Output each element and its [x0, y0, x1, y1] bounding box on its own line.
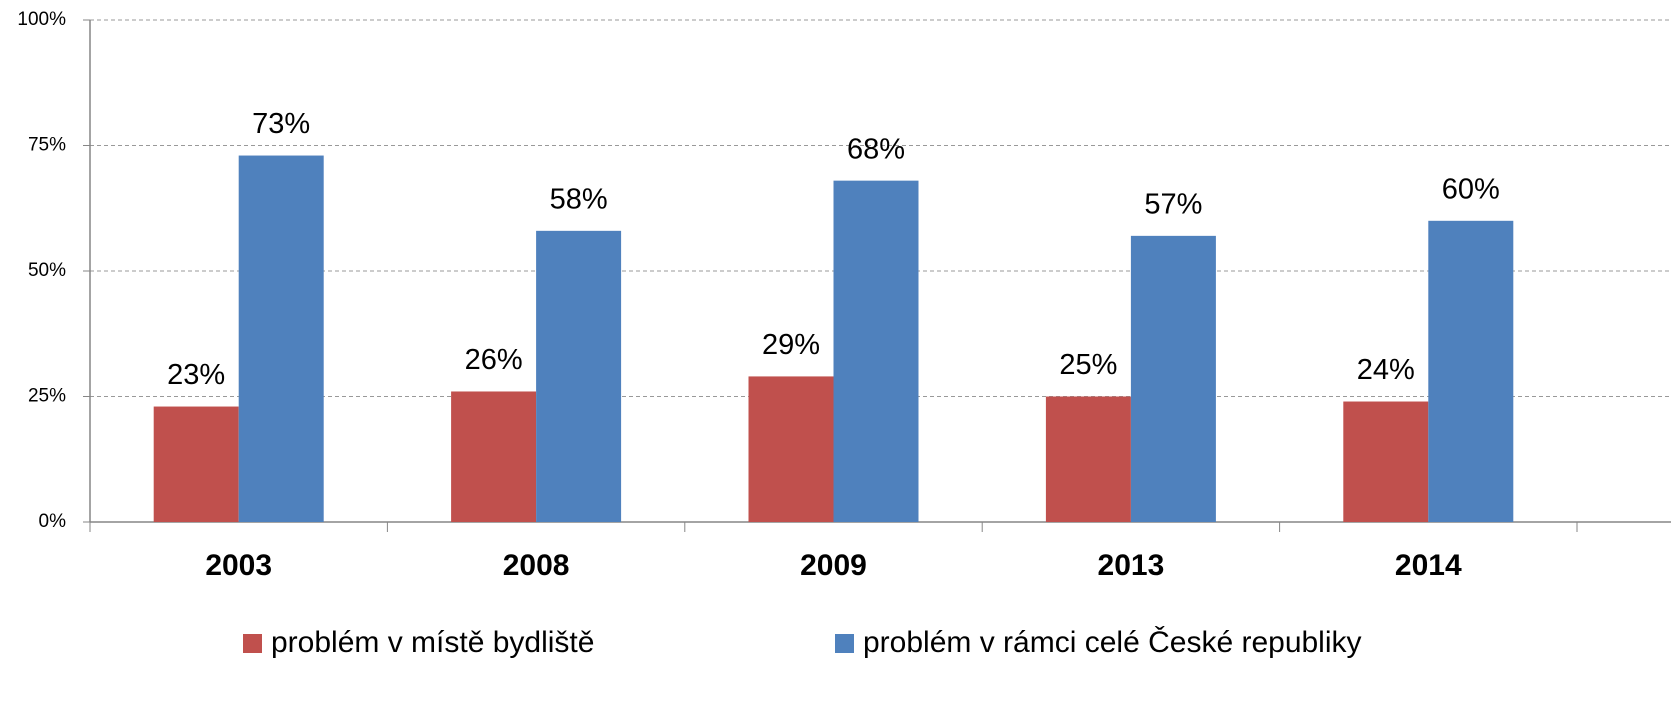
bar	[833, 180, 919, 522]
bar	[1428, 220, 1514, 523]
bar	[153, 406, 239, 522]
legend-label: problém v rámci celé České republiky	[863, 625, 1362, 659]
bar	[536, 230, 622, 522]
legend-swatch	[835, 634, 854, 653]
data-label: 23%	[167, 359, 225, 391]
x-tick-label: 2003	[205, 549, 272, 582]
x-tick-label: 2014	[1395, 549, 1462, 582]
data-label: 57%	[1144, 189, 1202, 221]
data-label: 29%	[762, 329, 820, 361]
bar	[1045, 396, 1131, 522]
data-label: 25%	[1059, 349, 1117, 381]
y-tick-label: 50%	[28, 260, 66, 281]
x-tick-label: 2008	[503, 549, 570, 582]
data-label: 68%	[847, 133, 905, 165]
y-tick-label: 0%	[39, 511, 67, 532]
data-label: 24%	[1357, 354, 1415, 386]
bar	[238, 155, 324, 523]
legend-label: problém v místě bydliště	[271, 626, 594, 659]
data-label: 73%	[252, 108, 310, 140]
bar	[1130, 235, 1216, 523]
y-tick-label: 75%	[28, 135, 66, 156]
legend-swatch	[243, 634, 262, 653]
x-tick-label: 2013	[1098, 549, 1165, 582]
bar	[451, 391, 537, 522]
data-label: 26%	[465, 344, 523, 376]
data-label: 58%	[550, 183, 608, 215]
y-tick-label: 100%	[17, 9, 66, 30]
x-tick-label: 2009	[800, 549, 867, 582]
data-label: 60%	[1442, 173, 1500, 205]
y-tick-label: 25%	[28, 386, 66, 407]
bar	[1343, 401, 1429, 522]
bar	[748, 376, 834, 522]
